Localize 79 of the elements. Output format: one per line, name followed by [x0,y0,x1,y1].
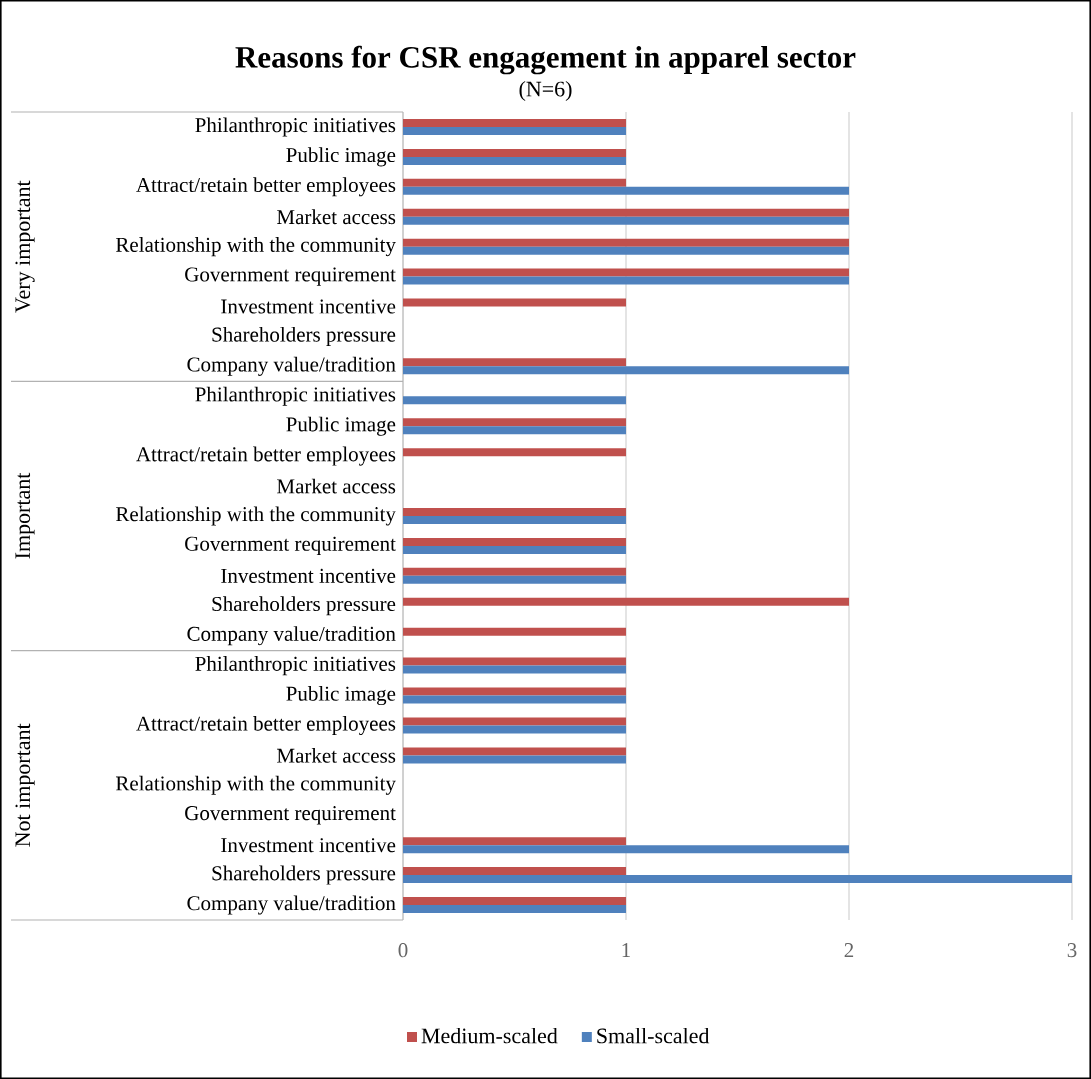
y-tick-label: Philanthropic initiatives [195,656,396,676]
bar [403,665,626,674]
y-tick-label: Attract/retain better employees [136,446,396,466]
y-tick-label: Government requirement [185,806,396,825]
bar [403,276,849,285]
y-tick-label: Company value/tradition [187,626,396,646]
y-tick-label: Public image [286,416,396,436]
chart-title: Reasons for CSR engagement in apparel sector [235,45,856,75]
bar [403,426,626,435]
legend-label: Small-scaled [597,1027,710,1044]
bar [403,246,849,255]
bar [403,126,626,135]
y-tick-label: Public image [286,147,396,167]
legend-label: Medium-scaled [421,1027,558,1044]
bar [403,178,626,187]
bar [403,208,849,217]
bar [403,897,626,906]
y-tick-label: Attract/retain better employees [136,177,396,197]
bar [403,508,626,516]
bar [403,396,626,405]
y-tick-label: Shareholders pressure [212,596,396,616]
y-tick-label: Public image [286,686,396,706]
y-tick-label: Investment incentive [221,299,396,314]
x-tick-label: 1 [622,943,630,957]
bar [403,755,626,764]
bar [403,148,626,157]
y-tick-label: Market access [277,209,396,225]
bar [403,238,849,247]
bar [403,268,849,277]
bar [403,875,1072,884]
bar [403,837,626,846]
bar [403,418,626,427]
x-tick-label: 2 [844,943,854,957]
y-tick-label: Shareholders pressure [212,865,396,885]
bar [403,515,626,524]
y-tick-label: Company value/tradition [187,895,396,915]
y-tick-label: Market access [277,748,396,763]
bar [403,448,626,457]
bar [403,567,626,576]
y-tick-label: Relationship with the community [115,506,396,526]
bar [403,627,626,636]
bar [403,537,626,546]
bar [403,687,626,696]
bar [403,597,849,606]
bar [403,845,849,854]
bar [403,156,626,165]
text: Very important [15,180,35,313]
bar [403,298,626,307]
y-tick-label: Relationship with the community [115,237,396,257]
bar [403,717,626,726]
bar [403,867,626,876]
y-tick-label: Investment incentive [221,568,396,583]
bar [403,575,626,584]
y-tick-label: Government requirement [185,536,396,556]
y-tick-label: Government requirement [185,267,396,286]
bar [403,186,849,195]
text: Important [15,472,35,559]
text: Not important [15,723,35,847]
bar [403,725,626,734]
y-tick-label: Shareholders pressure [212,326,396,346]
bar [403,216,849,225]
y-tick-label: Company value/tradition [187,356,396,376]
bar [403,545,626,554]
y-tick-label: Investment incentive [221,838,396,853]
y-tick-label: Attract/retain better employees [136,715,396,736]
y-tick-label: Market access [277,478,396,494]
bar [403,358,626,367]
bar [403,695,626,704]
y-tick-label: Philanthropic initiatives [195,117,396,137]
bar [403,366,849,375]
chart-subtitle: (N=6) [519,81,572,101]
y-tick-label: Philanthropic initiatives [195,386,396,406]
bar [403,657,626,666]
x-tick-label: 3 [1067,943,1077,958]
y-tick-label: Relationship with the community [115,775,396,795]
bar [403,747,626,756]
x-tick-label: 0 [398,943,408,958]
bar [403,118,626,127]
bar [403,905,626,914]
